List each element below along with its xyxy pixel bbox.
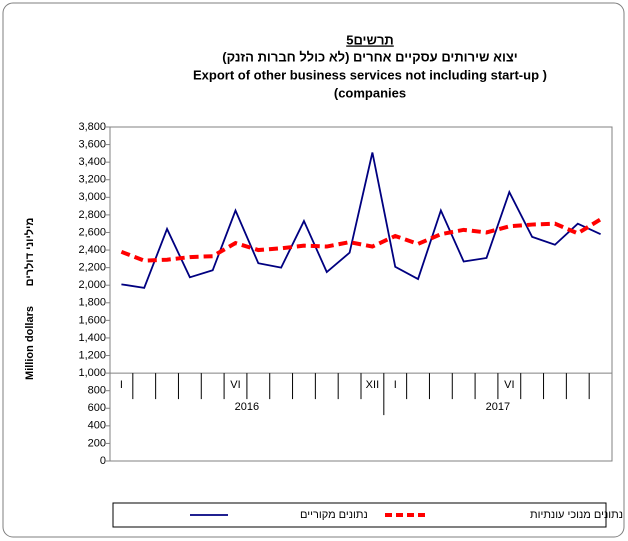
data-line [121,152,601,289]
x-tick-label: XII [366,379,379,391]
y-tick-label: 800 [88,385,106,397]
legend-label: נתונים מנוכי עונתיות [530,509,623,521]
y-tick-label: 400 [88,420,106,432]
chart-subtitle-en: (companies [334,85,406,100]
y-tick-label: 1,200 [78,349,106,361]
y-axis-label: מיליוני דולרים [23,218,36,287]
y-tick-label: 2,800 [78,209,106,221]
y-tick-label: 3,200 [78,174,106,186]
y-tick-label: 2,200 [78,262,106,274]
y-tick-label: 3,400 [78,156,106,168]
y-tick-label: 3,000 [78,191,106,203]
y-tick-label: 2,400 [78,244,106,256]
x-tick-label: I [394,379,397,391]
plot-area [109,126,613,462]
y-tick-label: 3,800 [78,121,106,133]
legend-label: נתונים מקוריים [300,509,368,521]
y-tick-label: 2,000 [78,279,106,291]
chart-subtitle: יצוא שירותים עסקיים אחרים (לא כולל חברות… [222,49,517,64]
year-label: 2016 [235,401,259,413]
chart-subtitle-en: Export of other business services not in… [193,67,547,82]
y-tick-label: 600 [88,402,106,414]
y-tick-label: 3,600 [78,138,106,150]
y-tick-label: 1,400 [78,332,106,344]
y-tick-label: 1,600 [78,314,106,326]
x-tick-label: VI [504,379,514,391]
data-line [120,217,602,263]
x-tick-label: I [120,379,123,391]
y-tick-label: 1,800 [78,297,106,309]
y-tick-label: 1,000 [78,367,106,379]
x-tick-label: VI [230,379,240,391]
y-tick-label: 200 [88,437,106,449]
y-tick-label: 0 [100,455,106,467]
year-label: 2017 [486,401,510,413]
chart-title: תרשים5 [346,32,394,47]
y-axis-label-en: Million dollars [24,306,36,380]
y-tick-label: 2,600 [78,226,106,238]
